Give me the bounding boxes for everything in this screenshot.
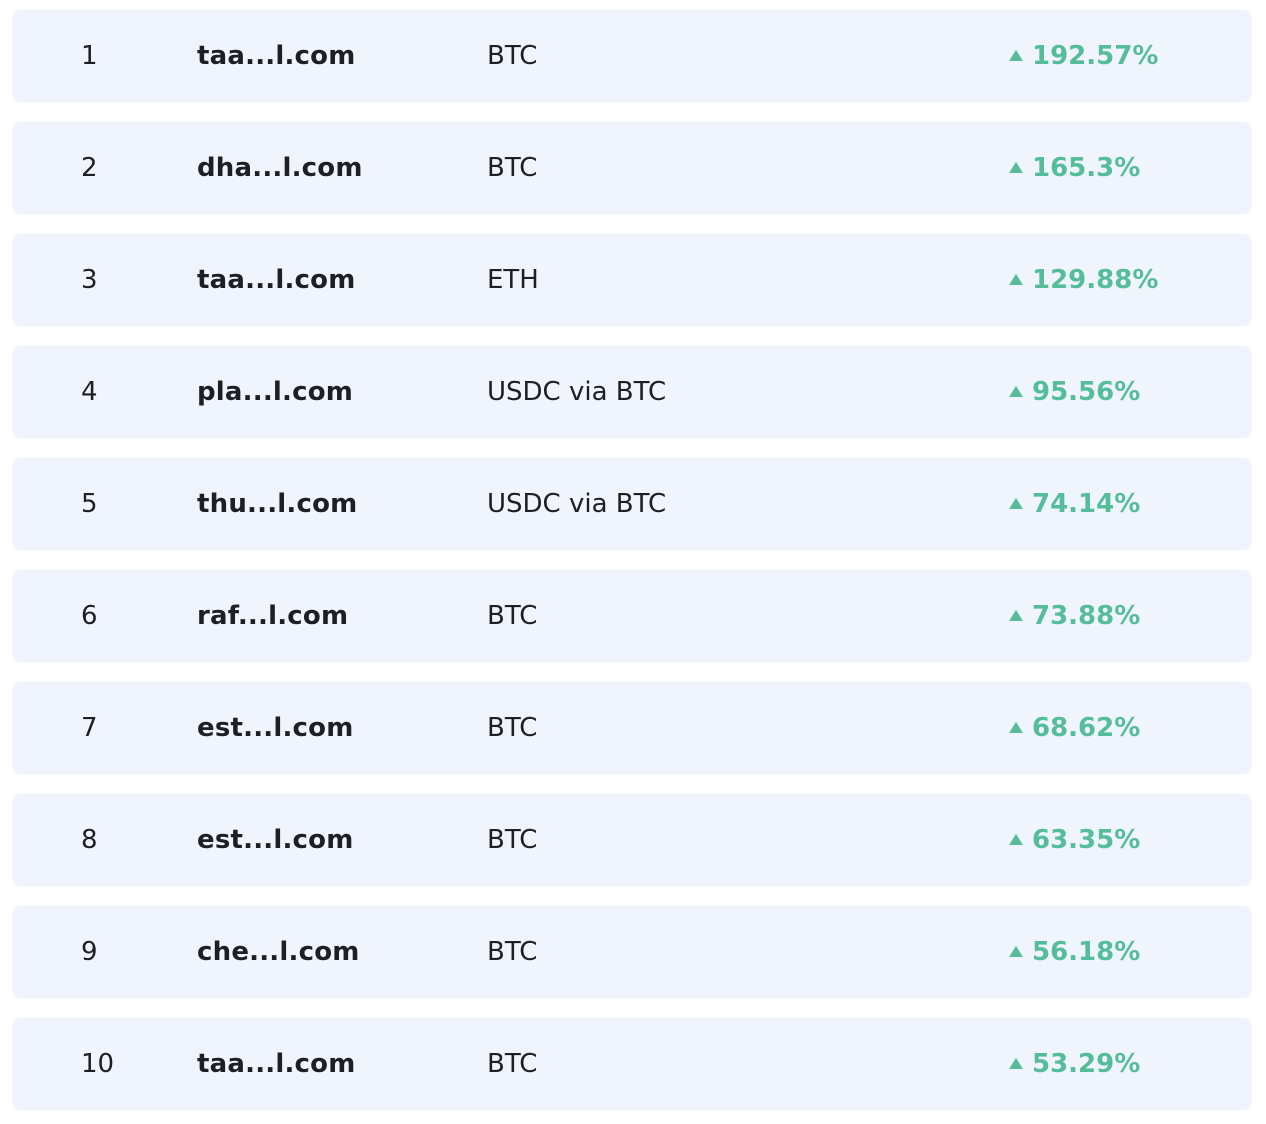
- change-percent: 192.57%: [1032, 41, 1159, 71]
- change-value: 56.18%: [1009, 906, 1140, 998]
- list-item[interactable]: 10 taa...l.com BTC 53.29%: [12, 1018, 1252, 1110]
- list-item[interactable]: 2 dha...l.com BTC 165.3%: [12, 122, 1252, 214]
- change-percent: 129.88%: [1032, 265, 1159, 295]
- asset-label: BTC: [487, 601, 538, 631]
- up-triangle-icon: [1009, 609, 1023, 621]
- change-percent: 165.3%: [1032, 153, 1141, 183]
- domain-name: pla...l.com: [197, 377, 354, 407]
- rank-number: 10: [81, 1049, 115, 1079]
- change-percent: 56.18%: [1032, 937, 1141, 967]
- up-triangle-icon: [1009, 273, 1023, 285]
- asset-label: BTC: [487, 713, 538, 743]
- up-triangle-icon: [1009, 161, 1023, 173]
- up-triangle-icon: [1009, 833, 1023, 845]
- asset-label: BTC: [487, 825, 538, 855]
- change-value: 129.88%: [1009, 234, 1158, 326]
- leaderboard-list: 1 taa...l.com BTC 192.57% 2 dha...l.com …: [12, 10, 1252, 1110]
- domain-name: taa...l.com: [197, 1049, 356, 1079]
- list-item[interactable]: 7 est...l.com BTC 68.62%: [12, 682, 1252, 774]
- change-percent: 68.62%: [1032, 713, 1141, 743]
- list-item[interactable]: 8 est...l.com BTC 63.35%: [12, 794, 1252, 886]
- change-value: 74.14%: [1009, 458, 1140, 550]
- domain-name: thu...l.com: [197, 489, 358, 519]
- up-triangle-icon: [1009, 721, 1023, 733]
- change-percent: 95.56%: [1032, 377, 1141, 407]
- list-item[interactable]: 9 che...l.com BTC 56.18%: [12, 906, 1252, 998]
- rank-number: 8: [81, 825, 98, 855]
- list-item[interactable]: 5 thu...l.com USDC via BTC 74.14%: [12, 458, 1252, 550]
- rank-number: 7: [81, 713, 98, 743]
- asset-label: USDC via BTC: [487, 377, 667, 407]
- list-item[interactable]: 4 pla...l.com USDC via BTC 95.56%: [12, 346, 1252, 438]
- asset-label: BTC: [487, 937, 538, 967]
- change-value: 73.88%: [1009, 570, 1140, 662]
- change-percent: 63.35%: [1032, 825, 1141, 855]
- asset-label: BTC: [487, 41, 538, 71]
- rank-number: 2: [81, 153, 98, 183]
- rank-number: 5: [81, 489, 98, 519]
- asset-label: USDC via BTC: [487, 489, 667, 519]
- change-percent: 53.29%: [1032, 1049, 1141, 1079]
- rank-number: 1: [81, 41, 98, 71]
- rank-number: 9: [81, 937, 98, 967]
- change-value: 68.62%: [1009, 682, 1140, 774]
- rank-number: 6: [81, 601, 98, 631]
- change-value: 95.56%: [1009, 346, 1140, 438]
- up-triangle-icon: [1009, 497, 1023, 509]
- up-triangle-icon: [1009, 49, 1023, 61]
- change-value: 63.35%: [1009, 794, 1140, 886]
- rank-number: 4: [81, 377, 98, 407]
- list-item[interactable]: 6 raf...l.com BTC 73.88%: [12, 570, 1252, 662]
- domain-name: est...l.com: [197, 825, 354, 855]
- change-value: 53.29%: [1009, 1018, 1140, 1110]
- change-percent: 74.14%: [1032, 489, 1141, 519]
- list-item[interactable]: 3 taa...l.com ETH 129.88%: [12, 234, 1252, 326]
- up-triangle-icon: [1009, 945, 1023, 957]
- domain-name: raf...l.com: [197, 601, 349, 631]
- up-triangle-icon: [1009, 385, 1023, 397]
- change-value: 165.3%: [1009, 122, 1140, 214]
- domain-name: taa...l.com: [197, 41, 356, 71]
- asset-label: BTC: [487, 153, 538, 183]
- domain-name: taa...l.com: [197, 265, 356, 295]
- list-item[interactable]: 1 taa...l.com BTC 192.57%: [12, 10, 1252, 102]
- up-triangle-icon: [1009, 1057, 1023, 1069]
- change-value: 192.57%: [1009, 10, 1158, 102]
- rank-number: 3: [81, 265, 98, 295]
- change-percent: 73.88%: [1032, 601, 1141, 631]
- asset-label: BTC: [487, 1049, 538, 1079]
- domain-name: dha...l.com: [197, 153, 363, 183]
- asset-label: ETH: [487, 265, 539, 295]
- domain-name: che...l.com: [197, 937, 360, 967]
- domain-name: est...l.com: [197, 713, 354, 743]
